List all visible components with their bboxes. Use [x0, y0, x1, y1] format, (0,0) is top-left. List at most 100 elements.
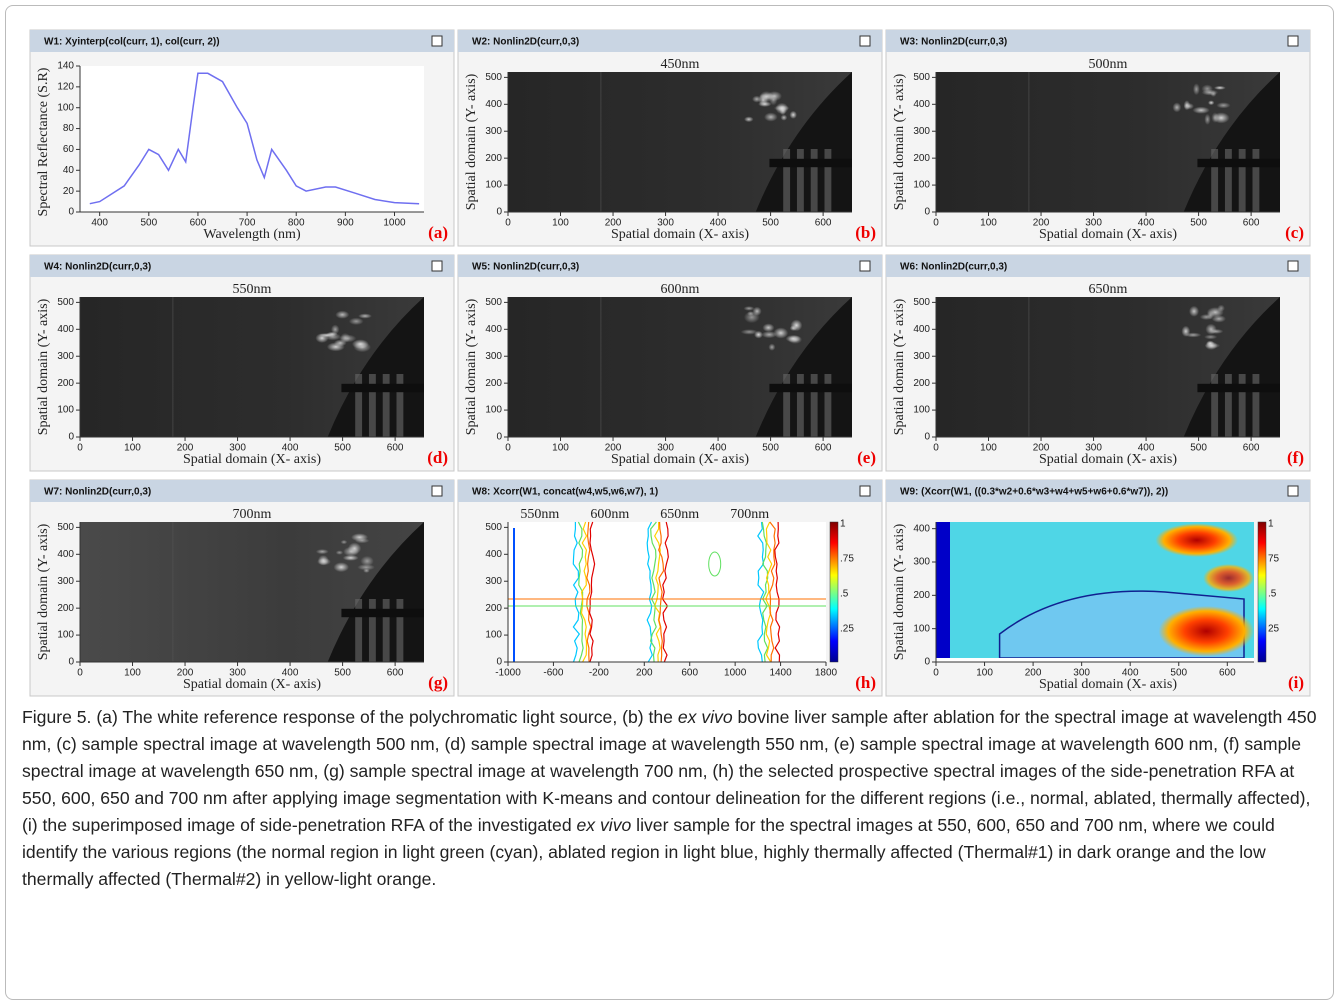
window-title: W1: Xyinterp(col(curr, 1), col(curr, 2)): [44, 37, 220, 48]
x-tick-label: 1800: [815, 668, 838, 679]
image: [936, 72, 1280, 212]
x-tick-label: 0: [77, 668, 83, 679]
panel-label: (i): [1288, 673, 1304, 692]
y-tick-label: 400: [57, 324, 74, 335]
x-tick-label: 500: [762, 443, 779, 454]
y-tick-label: 300: [485, 126, 502, 137]
colorbar-tick-label: .5: [1268, 589, 1277, 600]
image-stripe: [1225, 374, 1232, 437]
image-highlight: [358, 313, 372, 318]
x-tick-label: -600: [543, 668, 563, 679]
region-thermal: [1159, 606, 1254, 656]
y-tick-label: 0: [496, 657, 502, 668]
y-tick-label: 100: [913, 180, 930, 191]
image-highlight: [1205, 341, 1218, 350]
x-tick-label: 900: [337, 218, 354, 229]
y-tick-label: 400: [485, 99, 502, 110]
x-tick-label: 1000: [724, 668, 747, 679]
image-subtitle: 450nm: [661, 57, 700, 72]
x-tick-label: 100: [980, 218, 997, 229]
image-highlight: [334, 562, 349, 572]
y-tick-label: 100: [57, 102, 74, 113]
image-shadow: [1197, 159, 1280, 167]
colorbar: [1258, 522, 1266, 662]
y-tick-label: 200: [913, 590, 930, 601]
y-axis-label: Spatial domain (Y- axis): [36, 298, 51, 435]
image-highlight: [1202, 90, 1219, 96]
image-highlight: [789, 111, 796, 119]
x-axis-label: Spatial domain (X- axis): [183, 677, 321, 692]
image: [508, 72, 852, 212]
y-tick-label: 0: [924, 432, 930, 443]
window-button[interactable]: [1288, 36, 1298, 46]
x-tick-label: 400: [1122, 668, 1139, 679]
window-button[interactable]: [1288, 261, 1298, 271]
image-highlight: [744, 116, 753, 122]
colorbar: [830, 522, 838, 662]
x-tick-label: 400: [1138, 443, 1155, 454]
y-tick-label: 400: [485, 324, 502, 335]
x-tick-label: 200: [605, 443, 622, 454]
window-button[interactable]: [432, 261, 442, 271]
image-subtitle: 500nm: [1089, 57, 1128, 72]
x-tick-label: 400: [710, 218, 727, 229]
x-tick-label: 600: [1243, 218, 1260, 229]
image-stripe: [355, 374, 362, 437]
image-highlight: [1184, 100, 1191, 110]
panel-label: (f): [1287, 448, 1304, 467]
image-shadow: [341, 384, 424, 392]
colorbar-tick-label: .75: [840, 554, 854, 565]
image-highlight: [1208, 100, 1214, 105]
y-tick-label: 200: [913, 153, 930, 164]
image: [936, 522, 1254, 662]
image-highlight: [327, 332, 338, 337]
x-tick-label: 500: [762, 218, 779, 229]
image-subtitle: 550nm: [233, 282, 272, 297]
x-axis-label: Spatial domain (X- axis): [1039, 227, 1177, 242]
image: [936, 297, 1280, 437]
x-tick-label: 200: [1033, 218, 1050, 229]
image: [80, 297, 424, 437]
image: [508, 522, 826, 662]
x-tick-label: 300: [1085, 218, 1102, 229]
window-button[interactable]: [860, 486, 870, 496]
image-highlight: [775, 103, 788, 114]
image-highlight: [340, 333, 350, 343]
window-button[interactable]: [432, 36, 442, 46]
image-highlight: [1172, 102, 1181, 112]
window-button[interactable]: [432, 486, 442, 496]
image-stripe: [383, 599, 390, 662]
image-shadow: [769, 159, 852, 167]
image-subtitle: 700nm: [233, 507, 272, 522]
x-tick-label: 200: [1025, 668, 1042, 679]
window-button[interactable]: [1288, 486, 1298, 496]
y-tick-label: 200: [485, 378, 502, 389]
x-tick-label: 200: [636, 668, 653, 679]
y-tick-label: 300: [57, 576, 74, 587]
y-axis-label: Spatial domain (Y- axis): [36, 523, 51, 660]
colorbar-tick-label: .5: [840, 589, 849, 600]
y-tick-label: 100: [57, 630, 74, 641]
y-axis-label: Spatial domain (Y- axis): [892, 298, 907, 435]
x-tick-label: -200: [589, 668, 609, 679]
image-highlight: [1192, 107, 1209, 114]
image-stripe: [824, 149, 831, 212]
window-button[interactable]: [860, 36, 870, 46]
panel-label: (a): [428, 223, 448, 242]
x-axis-label: Spatial domain (X- axis): [611, 227, 749, 242]
x-axis-label: Spatial domain (X- axis): [1039, 452, 1177, 467]
image-highlight: [1214, 86, 1226, 90]
x-axis-label: Wavelength (nm): [203, 227, 301, 242]
image-highlight: [348, 543, 361, 555]
x-tick-label: 600: [681, 668, 698, 679]
image-bottom: [936, 658, 1254, 662]
image-highlight: [788, 335, 802, 344]
image-subtitle: 700nm: [730, 507, 769, 522]
image-highlight: [317, 558, 331, 565]
image-highlight: [315, 333, 328, 343]
image-highlight: [768, 344, 775, 351]
image-subtitle: 650nm: [660, 507, 699, 522]
window-button[interactable]: [860, 261, 870, 271]
image-highlight: [1200, 314, 1213, 320]
y-axis-label: Spatial domain (Y- axis): [464, 298, 479, 435]
